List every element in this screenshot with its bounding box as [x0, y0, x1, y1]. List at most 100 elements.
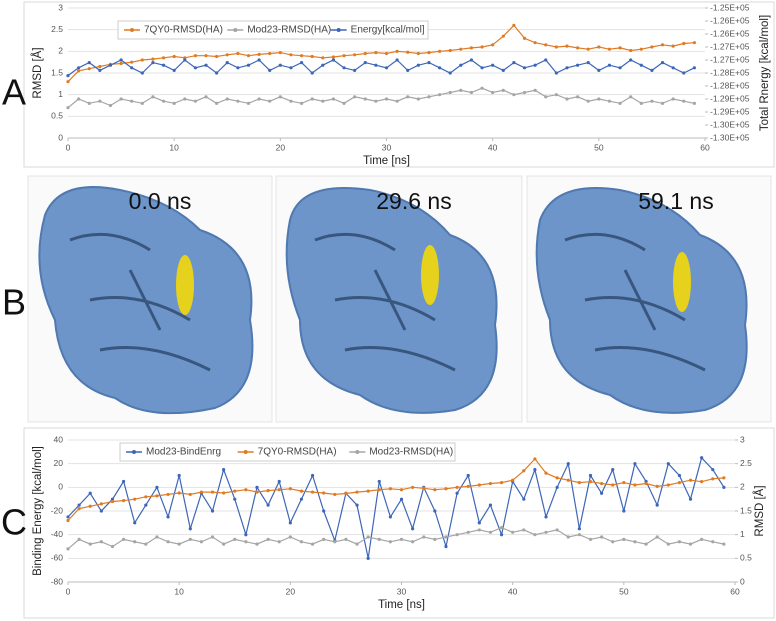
data-point: [544, 471, 548, 475]
data-point: [233, 537, 237, 542]
data-point: [299, 540, 304, 544]
data-point: [682, 71, 686, 75]
data-point: [172, 54, 176, 59]
data-point: [310, 54, 314, 59]
data-point: [411, 527, 415, 531]
data-point: [278, 51, 282, 55]
data-point: [244, 533, 248, 537]
data-point: [576, 63, 580, 67]
data-point: [499, 533, 504, 537]
data-point: [422, 535, 426, 539]
data-point: [77, 503, 81, 507]
data-point: [480, 45, 484, 49]
legend-swatch-dot: [130, 28, 134, 32]
y-tick-label: 2: [58, 46, 63, 56]
y-tick-label: -40: [51, 529, 64, 539]
y-tick-label: -60: [51, 553, 64, 563]
data-point: [533, 88, 537, 92]
x-tick-label: 0: [66, 586, 71, 596]
legend-swatch-dot: [132, 450, 136, 454]
y2-tick-label: -1.26E+05: [710, 15, 750, 25]
data-point: [522, 497, 526, 501]
data-point: [188, 527, 192, 531]
data-point: [660, 61, 665, 65]
series-line: [67, 87, 695, 109]
y2-tick-label: -1.28E+05: [710, 67, 750, 77]
data-point: [533, 41, 537, 45]
data-point: [244, 540, 248, 544]
data-point: [511, 530, 515, 534]
data-point: [333, 492, 337, 497]
data-point: [644, 542, 648, 546]
data-point: [692, 66, 696, 70]
y-tick-label: -80: [51, 576, 64, 586]
data-point: [444, 487, 448, 491]
data-point: [166, 492, 170, 497]
data-point: [363, 51, 367, 56]
data-point: [355, 503, 359, 507]
x-tick-label: 40: [508, 586, 518, 596]
data-point: [177, 473, 181, 478]
data-point: [533, 63, 537, 67]
data-point: [246, 54, 251, 58]
y-tick-label: 20: [54, 458, 64, 468]
data-point: [310, 473, 315, 478]
data-point: [488, 503, 493, 507]
y2-tick-label: -1.27E+05: [710, 41, 750, 51]
data-point: [448, 90, 452, 95]
data-point: [99, 502, 103, 506]
data-point: [677, 481, 682, 485]
data-point: [204, 63, 208, 67]
data-point: [384, 97, 389, 101]
data-point: [277, 540, 281, 544]
data-point: [586, 47, 590, 51]
data-point: [222, 467, 226, 472]
data-point: [622, 481, 626, 485]
y2-tick-label: -1.26E+05: [710, 28, 750, 38]
snapshot-time: 0.0 ns: [129, 188, 192, 214]
data-point: [266, 537, 270, 542]
data-point: [215, 71, 219, 75]
data-point: [455, 485, 459, 489]
data-point: [611, 483, 615, 487]
data-point: [399, 488, 404, 492]
data-point: [722, 485, 726, 489]
data-point: [395, 58, 399, 62]
data-point: [151, 61, 155, 65]
data-point: [711, 540, 715, 544]
data-point: [607, 63, 612, 67]
data-point: [501, 34, 505, 38]
data-point: [399, 497, 404, 501]
data-point: [448, 48, 452, 53]
data-point: [310, 97, 314, 101]
data-point: [639, 47, 643, 51]
data-point: [374, 51, 378, 55]
data-point: [639, 63, 643, 67]
data-point: [121, 498, 126, 503]
data-point: [88, 491, 92, 495]
data-point: [299, 489, 304, 493]
data-point: [688, 497, 693, 501]
data-point: [660, 43, 665, 47]
data-point: [618, 46, 622, 50]
data-point: [433, 488, 437, 492]
data-point: [437, 93, 442, 97]
data-point: [633, 540, 637, 544]
data-point: [554, 93, 558, 97]
series: [66, 525, 726, 551]
data-point: [384, 51, 389, 56]
y2-tick-label: -1.29E+05: [710, 106, 750, 116]
x-axis-title: Time [ns]: [363, 155, 410, 167]
data-point: [459, 63, 463, 67]
data-point: [246, 101, 251, 105]
data-point: [255, 485, 259, 489]
data-point: [395, 49, 399, 53]
data-point: [155, 535, 159, 539]
data-point: [166, 515, 170, 519]
data-point: [233, 497, 237, 501]
data-point: [554, 45, 558, 49]
data-point: [151, 57, 155, 61]
data-point: [133, 497, 137, 501]
data-point: [210, 509, 215, 513]
data-point: [600, 535, 604, 539]
